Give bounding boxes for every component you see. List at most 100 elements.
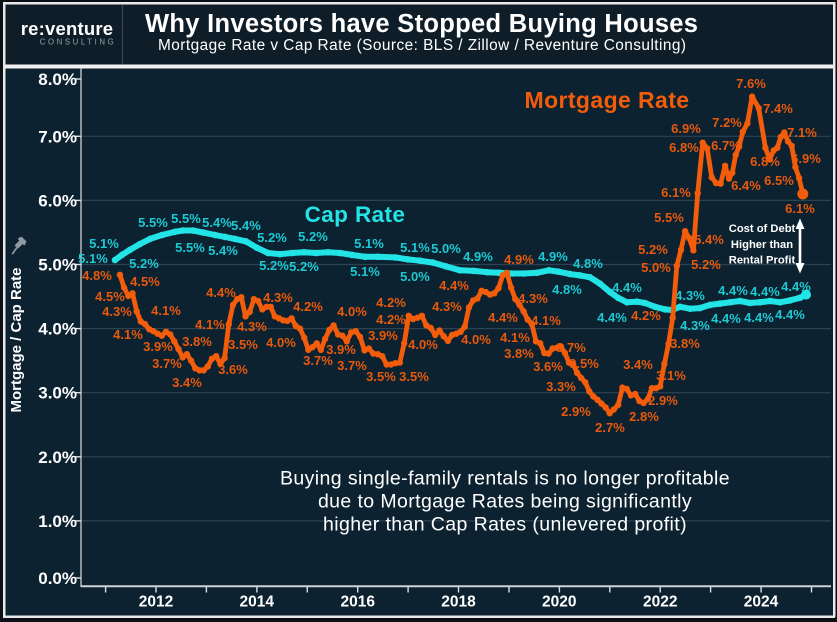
svg-text:4.4%: 4.4% [711,311,741,326]
svg-text:8.0%: 8.0% [38,70,77,89]
svg-text:5.5%: 5.5% [171,211,201,226]
svg-text:2012: 2012 [139,594,173,611]
svg-text:5.4%: 5.4% [694,232,724,247]
svg-text:5.2%: 5.2% [257,230,287,245]
svg-text:4.3%: 4.3% [675,288,705,303]
svg-text:0.0%: 0.0% [38,569,77,588]
svg-text:7.6%: 7.6% [736,76,766,91]
svg-text:3.7%: 3.7% [303,353,333,368]
svg-text:3.5%: 3.5% [399,369,429,384]
svg-text:6.0%: 6.0% [38,191,77,210]
svg-text:6.1%: 6.1% [661,185,691,200]
svg-text:4.4%: 4.4% [612,280,642,295]
svg-text:5.1%: 5.1% [89,236,119,251]
svg-text:3.9%: 3.9% [368,328,398,343]
svg-text:4.3%: 4.3% [263,290,293,305]
svg-text:4.0%: 4.0% [408,337,438,352]
svg-text:4.9%: 4.9% [538,249,568,264]
svg-text:3.9%: 3.9% [326,342,356,357]
svg-text:Why Investors have Stopped Buy: Why Investors have Stopped Buying Houses [145,10,698,38]
svg-text:3.5%: 3.5% [228,337,258,352]
svg-text:3.8%: 3.8% [670,336,700,351]
svg-text:6.8%: 6.8% [669,140,699,155]
svg-text:4.8%: 4.8% [552,282,582,297]
svg-text:7.4%: 7.4% [763,101,793,116]
svg-text:4.4%: 4.4% [775,307,805,322]
svg-text:5.4%: 5.4% [208,243,238,258]
svg-text:Cost of Debt: Cost of Debt [729,223,796,235]
svg-text:4.5%: 4.5% [130,274,160,289]
svg-text:5.2%: 5.2% [691,257,721,272]
svg-text:Mortgage Rate: Mortgage Rate [525,87,690,113]
svg-text:re:venture: re:venture [21,18,113,39]
svg-text:3.8%: 3.8% [182,334,212,349]
svg-text:4.1%: 4.1% [500,330,530,345]
svg-text:higher than Cap Rates (unlever: higher than Cap Rates (unlevered profit) [323,514,687,536]
svg-text:2014: 2014 [240,594,275,611]
svg-text:6.8%: 6.8% [750,154,780,169]
svg-text:2.0%: 2.0% [38,448,77,467]
svg-text:2.7%: 2.7% [595,420,625,435]
svg-text:4.2%: 4.2% [631,308,661,323]
svg-text:4.8%: 4.8% [573,256,603,271]
svg-text:4.3%: 4.3% [237,319,267,334]
svg-text:3.6%: 3.6% [218,362,248,377]
svg-text:3.7%: 3.7% [337,358,367,373]
svg-text:4.1%: 4.1% [195,317,225,332]
svg-text:Mortgage / Cap Rate: Mortgage / Cap Rate [8,267,25,412]
svg-text:5.2%: 5.2% [259,258,289,273]
svg-text:Mortgage Rate v Cap Rate (Sour: Mortgage Rate v Cap Rate (Source: BLS / … [158,37,687,54]
svg-text:2016: 2016 [340,594,375,611]
svg-text:4.9%: 4.9% [504,252,534,267]
svg-text:5.2%: 5.2% [289,259,319,274]
svg-text:6.4%: 6.4% [731,178,761,193]
svg-text:5.0%: 5.0% [431,241,461,256]
svg-text:6.1%: 6.1% [785,201,815,216]
svg-text:4.3%: 4.3% [432,299,462,314]
svg-text:4.1%: 4.1% [531,313,561,328]
svg-text:6.9%: 6.9% [671,121,701,136]
svg-text:3.9%: 3.9% [143,339,173,354]
svg-text:2.9%: 2.9% [648,393,678,408]
svg-text:4.4%: 4.4% [488,310,518,325]
svg-text:3.4%: 3.4% [623,357,653,372]
svg-text:6.7%: 6.7% [711,138,741,153]
svg-text:6.9%: 6.9% [791,151,821,166]
svg-text:4.2%: 4.2% [293,299,323,314]
svg-text:5.4%: 5.4% [231,218,261,233]
svg-text:4.0%: 4.0% [461,332,491,347]
svg-text:5.1%: 5.1% [78,251,108,266]
svg-text:7.0%: 7.0% [38,127,77,146]
svg-text:5.5%: 5.5% [654,210,684,225]
svg-text:4.0%: 4.0% [337,304,367,319]
svg-text:3.6%: 3.6% [533,359,563,374]
svg-text:5.0%: 5.0% [38,256,77,275]
svg-text:5.2%: 5.2% [129,256,159,271]
svg-text:3.5%: 3.5% [366,369,396,384]
svg-text:Buying single-family rentals i: Buying single-family rentals is no longe… [280,468,730,490]
svg-text:4.2%: 4.2% [376,295,406,310]
svg-text:5.4%: 5.4% [202,215,232,230]
svg-text:5.1%: 5.1% [350,264,380,279]
svg-text:CONSULTING: CONSULTING [40,38,117,47]
svg-text:1.0%: 1.0% [38,512,77,531]
svg-text:4.3%: 4.3% [680,318,710,333]
svg-text:3.3%: 3.3% [546,379,576,394]
svg-text:5.0%: 5.0% [400,269,430,284]
svg-text:5.5%: 5.5% [175,240,205,255]
svg-text:6.5%: 6.5% [764,173,794,188]
svg-text:3.8%: 3.8% [504,346,534,361]
svg-text:5.1%: 5.1% [354,236,384,251]
svg-text:2018: 2018 [441,594,476,611]
svg-text:due to Mortgage Rates being si: due to Mortgage Rates being significantl… [318,491,692,513]
svg-text:2.9%: 2.9% [561,404,591,419]
svg-text:Cap Rate: Cap Rate [305,202,406,227]
svg-text:2020: 2020 [542,594,576,611]
svg-text:4.9%: 4.9% [463,249,493,264]
svg-text:4.4%: 4.4% [750,284,780,299]
svg-text:3.7%: 3.7% [152,356,182,371]
svg-text:7.1%: 7.1% [787,125,817,140]
svg-text:4.4%: 4.4% [206,285,236,300]
svg-text:5.2%: 5.2% [298,229,328,244]
svg-text:5.5%: 5.5% [138,215,168,230]
